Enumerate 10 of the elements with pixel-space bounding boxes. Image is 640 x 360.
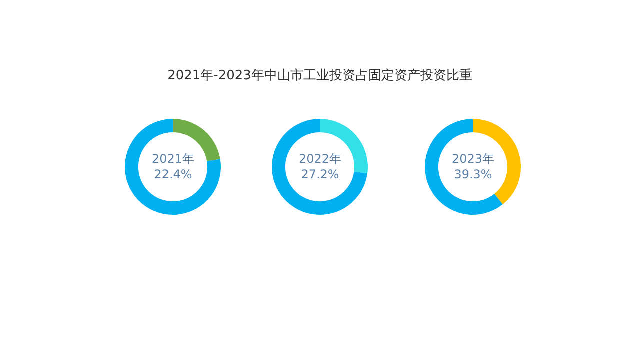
text: 2021年-2023年中山市工业投资占固定资产投资比重 bbox=[168, 68, 472, 84]
text: 27.2% bbox=[301, 168, 340, 182]
text: 22.4% bbox=[154, 168, 192, 182]
text: 2021年 bbox=[152, 152, 195, 166]
donut-slice bbox=[125, 119, 221, 215]
text: 39.3% bbox=[454, 168, 492, 182]
donut-slice bbox=[425, 119, 503, 215]
text: 2023年 bbox=[452, 152, 495, 166]
text: 2022年 bbox=[299, 152, 342, 166]
donut-slice bbox=[272, 119, 368, 215]
